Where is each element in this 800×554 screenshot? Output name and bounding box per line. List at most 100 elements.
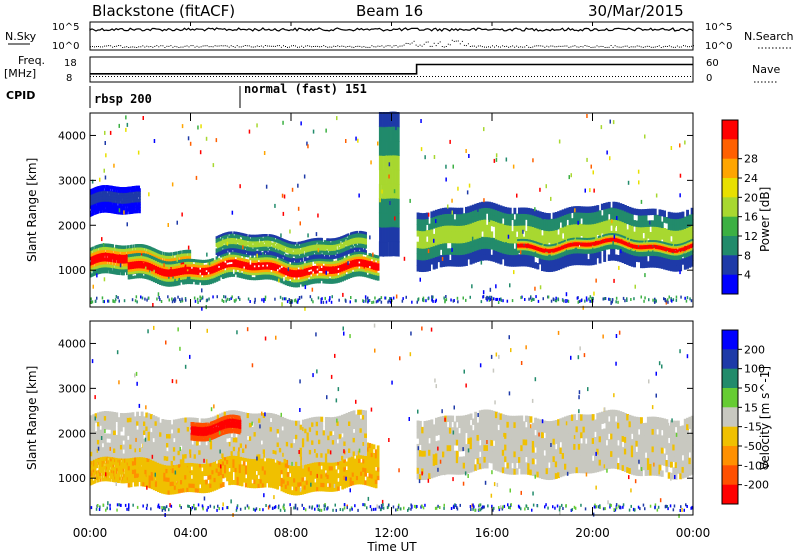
noise-series [89,27,694,48]
heatmap-cell [110,255,112,260]
heatmap-cell [145,244,147,249]
heatmap-cell [129,253,133,257]
heatmap-cell [146,245,149,249]
heatmap-cell [116,265,118,269]
heatmap-cell [94,245,96,250]
heatmap-cell [102,249,105,253]
nsearch-point [92,46,93,47]
heatmap-cell [106,269,109,274]
nsearch-point [162,45,164,47]
heatmap-cell [187,249,189,254]
heatmap-cell [116,248,119,252]
heatmap-cell [142,247,145,251]
heatmap-cell [102,258,105,262]
nave-point [357,76,358,77]
nsearch-point [258,46,260,47]
nave-point [666,76,667,77]
nsearch-point [152,46,154,48]
nsearch-point [536,45,538,47]
heatmap-cell [174,257,177,262]
heatmap-cell [127,251,130,255]
heatmap-cell [110,270,112,274]
heatmap-cell [167,258,170,262]
nsearch-point [658,45,660,47]
heatmap-cell [92,255,94,259]
nsearch-point [315,45,317,47]
nsearch-point [662,46,664,48]
heatmap-cell [144,263,148,267]
heatmap-cell [95,254,97,258]
heatmap-cell [152,253,154,257]
heatmap-cell [90,274,92,278]
heatmap-cell [115,250,117,255]
nsearch-point [427,41,429,43]
heatmap-cell [107,246,110,251]
heatmap-cell [100,252,102,257]
nsearch-point [574,45,576,47]
nsearch-point [461,40,463,42]
nsearch-point [116,45,118,47]
heatmap-cell [168,275,171,280]
heatmap-cell [121,254,123,258]
heatmap-cell [99,267,101,272]
nave-point [681,76,682,77]
nsearch-point [502,45,504,47]
nsearch-point [146,45,148,47]
heatmap-cell [146,261,150,265]
heatmap-cell [146,251,149,255]
heatmap-cell [98,270,100,275]
nave-point [477,76,478,77]
heatmap-cell [116,247,118,252]
heatmap-cell [188,255,191,260]
nsearch-point [475,46,477,48]
heatmap-cell [90,264,93,269]
nave-point [684,76,685,77]
heatmap-cell [161,251,163,255]
nsearch-point [347,46,349,47]
heatmap-cell [166,258,168,262]
nsearch-point [568,46,570,48]
heatmap-cell [164,258,166,262]
heatmap-cell [105,255,107,259]
heatmap-cell [135,250,137,254]
nsearch-point [622,46,624,48]
nave-point [453,76,454,77]
nave-point [429,76,430,77]
nsearch-point [188,46,190,48]
heatmap-cell [96,244,99,249]
heatmap-cell [182,256,184,260]
heatmap-cell [109,246,111,251]
nave-point [525,76,526,77]
heatmap-cell [138,267,141,271]
nsearch-point [646,45,648,47]
heatmap-cell [150,252,152,257]
heatmap-cell [157,253,160,257]
heatmap-cell [124,245,126,250]
nave-point [315,76,316,77]
cpid-label: CPID [6,89,35,102]
heatmap-cell [152,247,155,252]
nsearch-point [303,46,305,48]
heatmap-cell [90,247,93,251]
heatmap-cell [131,268,135,272]
heatmap-cell [124,254,126,258]
heatmap-cell [149,252,151,256]
nave-point [447,76,448,77]
heatmap-cell [118,265,120,270]
nave-point [252,76,253,77]
nave-point [189,76,190,77]
heatmap-cell [140,255,143,259]
nsearch-point [385,45,387,47]
nsearch-point [124,46,126,48]
nave-point [576,76,577,77]
heatmap-cell [136,253,139,257]
heatmap-cell [150,278,154,282]
nsearch-point [407,43,409,44]
heatmap-cell [146,254,150,258]
nave-point [624,76,625,77]
nsearch-point [190,45,192,47]
nave-point [636,76,637,77]
heatmap-cell [98,253,100,257]
heatmap-cell [102,269,105,274]
nsearch-point [642,46,644,48]
